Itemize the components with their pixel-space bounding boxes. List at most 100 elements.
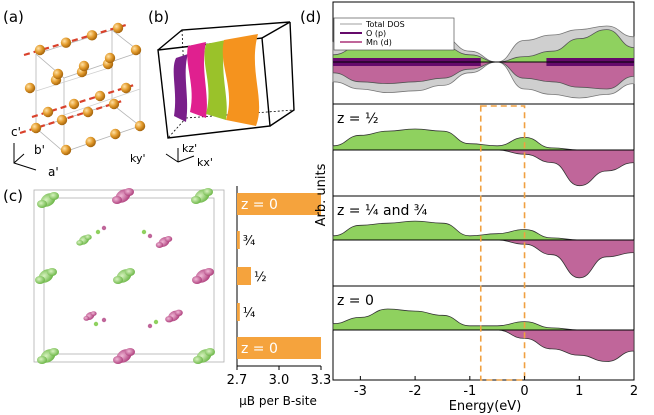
orbital-lobe: [203, 188, 213, 196]
small-orbital: [93, 321, 99, 327]
moment-bar-label: ½: [254, 270, 267, 285]
orbital-lobe: [90, 311, 97, 316]
legend-entry: Total DOS: [365, 20, 405, 29]
dos-panel-label: z = ½: [337, 111, 379, 127]
orbital-lobe: [155, 242, 164, 248]
small-orbital: [95, 229, 101, 235]
orbital-lobe: [49, 192, 59, 200]
mn-atom-chain-group: [19, 22, 146, 156]
o-p-dos: [332, 128, 634, 151]
orbital-lobe: [125, 348, 135, 356]
dos-panel-label: z = 0: [337, 293, 374, 309]
fermi-surface-box: [157, 21, 295, 139]
mn-d-dos-down: [332, 61, 635, 90]
orbital-lobe: [35, 276, 45, 284]
moment-bar-label: ¼: [243, 306, 256, 321]
dos-frame: [332, 1, 635, 381]
chain-line: [23, 23, 127, 57]
mn-atom: [34, 44, 46, 56]
orbital-lobe: [204, 268, 214, 276]
orbital-lobe: [37, 200, 47, 208]
mn-atom: [110, 128, 121, 140]
mn-atom: [86, 30, 98, 41]
axis-label-ky: ky': [130, 152, 146, 165]
small-orbital: [153, 319, 159, 325]
dos-y-label: Arb. units: [314, 163, 329, 226]
small-orbital: [147, 323, 153, 329]
panel-label-a: (a): [3, 8, 24, 26]
dos-chart: z = ½ z = ¼ and ¾ z = 0 -3 -2 -1 0 1 2: [332, 1, 638, 399]
orbital-lobe: [113, 276, 123, 284]
mn-atom: [52, 68, 64, 80]
orbital-lobe: [113, 356, 123, 364]
panel-label-c: (c): [3, 187, 23, 205]
moment-bar-chart: z = 0 ¾ ½ ¼ z = 0 2.7 3.0 3.3 μB per B-site: [227, 186, 331, 408]
axis-triad-b: [165, 148, 195, 163]
orbital-lobe: [192, 276, 202, 284]
axis-label-a: a': [48, 165, 59, 179]
orbital-lobe: [125, 268, 135, 276]
orbital-lobe: [84, 234, 92, 240]
mn-atom: [60, 37, 72, 48]
orbital-lobe: [191, 196, 201, 204]
o-p-dos: [332, 308, 634, 331]
axis-label-kx: kx': [197, 156, 213, 169]
legend-entry: O (p): [366, 29, 386, 38]
moment-bar-label: z = 0: [241, 341, 278, 357]
small-orbital: [147, 233, 153, 239]
o-p-dos: [332, 220, 634, 241]
axis-label-b: b': [34, 143, 45, 157]
dos-tick-label: -2: [409, 384, 422, 399]
panel-label-b: (b): [148, 8, 169, 26]
mn-atom: [104, 52, 116, 64]
axis-label-c: c': [11, 125, 21, 139]
orbital-lobe: [112, 196, 122, 204]
dos-tick-label: -1: [463, 384, 476, 399]
orbital-lobe: [165, 316, 174, 323]
mn-atom: [56, 114, 68, 126]
mn-atom: [60, 144, 72, 156]
axis-label-kz: kz': [182, 142, 197, 155]
mn-atom: [78, 60, 90, 72]
small-orbital: [101, 225, 107, 231]
mn-atom: [130, 44, 142, 56]
moment-bar-label: ¾: [243, 234, 256, 249]
mn-d-dos: [333, 329, 635, 362]
small-orbital: [141, 229, 147, 235]
mn-atom: [120, 82, 132, 94]
orbital-density-group: [35, 188, 215, 364]
orbital-lobe: [49, 348, 59, 356]
moment-bar: [237, 337, 321, 359]
mn-atom: [30, 122, 42, 134]
mn-atom: [108, 98, 120, 110]
mn-atom: [68, 98, 80, 110]
small-orbital: [101, 317, 107, 323]
highlight-window: [479, 105, 526, 381]
chain-line: [19, 99, 123, 135]
orbital-lobe: [37, 356, 47, 364]
moment-tick-label: 2.7: [227, 373, 248, 388]
moment-x-label: μB per B-site: [239, 394, 317, 408]
orbital-lobe: [76, 240, 84, 246]
orbital-lobe: [124, 188, 134, 196]
mn-atom: [134, 120, 146, 132]
orbital-lobe: [83, 316, 90, 321]
orbital-lobe: [193, 356, 203, 364]
orbital-lobe: [174, 309, 183, 316]
mn-atom: [82, 106, 94, 118]
mn-atom: [42, 106, 54, 118]
chain-line: [31, 83, 135, 119]
axis-triad-a: [13, 143, 37, 171]
dos-tick-label: 0: [520, 384, 528, 399]
mn-d-dos: [333, 239, 635, 279]
moment-bar: [237, 303, 240, 321]
moment-bar: [237, 193, 321, 215]
moment-bar: [237, 231, 240, 249]
orbital-lobe: [164, 236, 173, 242]
mn-atom: [24, 82, 36, 94]
panel-label-d: (d): [300, 8, 321, 26]
moment-bar: [237, 267, 251, 285]
dos-x-label: Energy(eV): [449, 399, 522, 414]
